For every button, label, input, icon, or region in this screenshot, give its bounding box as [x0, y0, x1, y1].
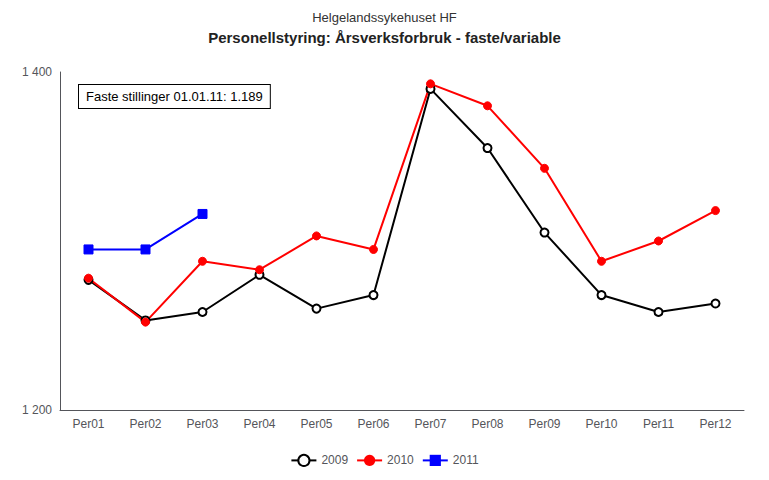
svg-text:Per03: Per03 [186, 417, 218, 431]
svg-text:1 200: 1 200 [22, 403, 52, 417]
svg-text:2010: 2010 [387, 453, 414, 467]
svg-text:Per04: Per04 [243, 417, 275, 431]
svg-text:Helgelandssykehuset HF: Helgelandssykehuset HF [312, 10, 457, 25]
svg-text:Per06: Per06 [357, 417, 389, 431]
svg-text:1 400: 1 400 [22, 65, 52, 79]
svg-text:Per01: Per01 [72, 417, 104, 431]
svg-text:Faste stillinger 01.01.11: 1.1: Faste stillinger 01.01.11: 1.189 [86, 89, 263, 104]
svg-text:2011: 2011 [453, 453, 479, 467]
svg-text:Per10: Per10 [585, 417, 617, 431]
svg-text:Per05: Per05 [300, 417, 332, 431]
svg-text:Personellstyring: Årsverksforb: Personellstyring: Årsverksforbruk - fast… [208, 29, 561, 46]
svg-text:Per09: Per09 [528, 417, 560, 431]
svg-text:Per08: Per08 [471, 417, 503, 431]
svg-text:Per02: Per02 [129, 417, 161, 431]
svg-text:Per07: Per07 [414, 417, 446, 431]
svg-text:Per11: Per11 [643, 417, 674, 431]
svg-text:Per12: Per12 [699, 417, 731, 431]
svg-text:2009: 2009 [321, 453, 348, 467]
